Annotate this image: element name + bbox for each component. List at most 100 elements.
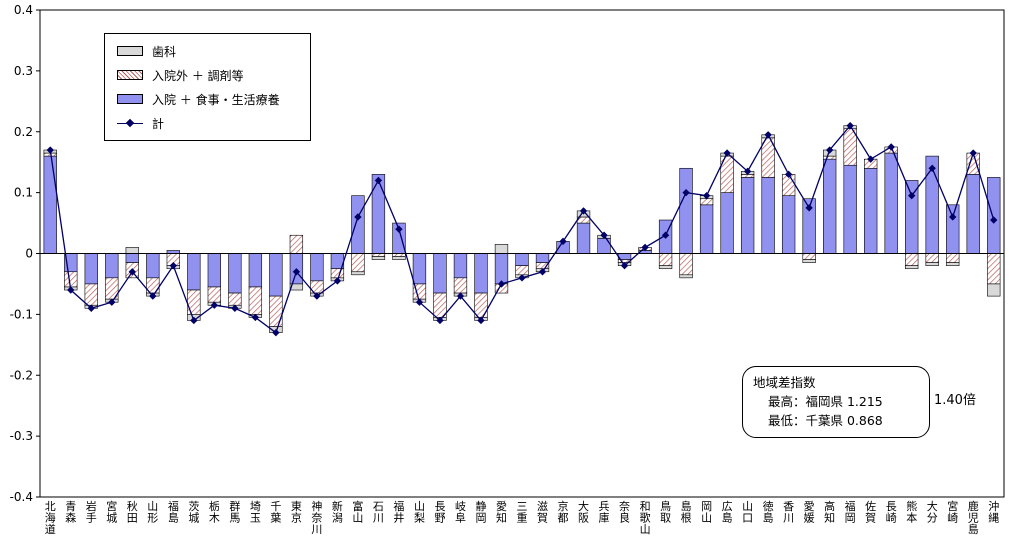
bar-segment-inpatient [125, 253, 139, 263]
bar-segment-inpatient [987, 177, 1001, 254]
total-marker [620, 261, 629, 270]
x-category-label: 沖縄 [988, 500, 999, 525]
x-category-label: 長野 [434, 500, 445, 525]
total-marker [990, 216, 998, 224]
total-marker [743, 167, 752, 175]
bar-segment-dental [679, 274, 693, 279]
dental-swatch [117, 46, 143, 56]
bar-segment-inpatient [248, 253, 263, 288]
bar-segment-outpatient [453, 277, 468, 294]
bar-segment-inpatient [207, 253, 221, 288]
bar-segment-inpatient [720, 192, 734, 254]
total-marker [538, 268, 547, 276]
bar-segment-inpatient [966, 174, 980, 254]
total-marker [661, 231, 670, 239]
bar-segment-inpatient [515, 253, 529, 266]
bar-segment-dental [987, 283, 1001, 297]
total-marker [272, 328, 280, 337]
total-marker [559, 237, 567, 246]
bar-segment-dental [371, 256, 386, 260]
bar-segment-inpatient [228, 253, 242, 294]
bar-segment-inpatient [474, 253, 488, 294]
x-category-label: 秋田 [127, 499, 138, 525]
x-category-label: 広島 [722, 500, 733, 525]
x-category-label: 山梨 [414, 500, 425, 525]
total-marker [805, 204, 813, 212]
bar-segment-dental [125, 247, 139, 254]
bar-segment-inpatient [699, 204, 714, 254]
bar-segment-inpatient [597, 237, 611, 254]
x-category-label: 和歌山 [640, 500, 651, 536]
annotation-max: 最高：福岡県 1.215 [768, 393, 883, 409]
total-marker [477, 316, 485, 325]
total-marker [867, 155, 875, 163]
x-category-label: 京都 [558, 499, 569, 525]
x-category-label: 佐賀 [865, 499, 876, 525]
bar-segment-inpatient [535, 253, 550, 263]
bar-segment-outpatient [699, 198, 714, 206]
x-category-label: 長崎 [886, 500, 897, 525]
total-marker [969, 149, 977, 157]
bar-segment-dental [658, 265, 673, 270]
bar-segment-outpatient [84, 283, 98, 306]
x-category-label: 福島 [168, 499, 179, 525]
x-category-label: 群馬 [229, 499, 240, 525]
bar-segment-outpatient [925, 253, 939, 263]
x-category-label: 山口 [742, 500, 753, 525]
x-category-label: 岩手 [86, 499, 97, 525]
x-category-label: 宮城 [106, 499, 117, 525]
outpatient-swatch [117, 70, 143, 80]
bar-segment-outpatient [269, 295, 283, 327]
x-category-label: 北海道 [45, 500, 56, 536]
x-axis-labels: 北海道青森岩手宮城秋田山形福島茨城栃木群馬埼玉千葉東京神奈川新潟富山石川福井山梨… [45, 499, 999, 536]
bar-segment-outpatient [658, 253, 673, 266]
x-category-label: 三重 [517, 500, 528, 525]
inpatient-swatch [117, 94, 143, 104]
x-category-label: 徳島 [763, 500, 774, 525]
legend-label-dental: 歯科 [152, 44, 177, 59]
bar-segment-outpatient [351, 253, 365, 273]
y-tick-label: 0.3 [14, 64, 33, 78]
legend-item-inpatient: 入院 ＋ 食事・生活療養 [117, 92, 298, 107]
diamond-marker-icon [125, 118, 135, 128]
y-tick-label: 0.2 [14, 125, 33, 139]
bar-segment-inpatient [187, 253, 201, 291]
total-marker [682, 188, 690, 197]
bar-segment-dental [351, 271, 365, 276]
total-marker [887, 143, 895, 151]
bar-segment-inpatient [84, 253, 98, 285]
bar-segment-outpatient [802, 253, 816, 260]
bar-segment-outpatient [228, 292, 242, 306]
bar-segment-dental [946, 262, 960, 266]
bar-segment-inpatient [740, 177, 755, 254]
total-marker [231, 304, 239, 312]
bar-segment-outpatient [289, 234, 304, 254]
y-tick-label: -0.2 [10, 368, 33, 382]
y-tick-label: -0.1 [10, 307, 33, 321]
bar-segment-inpatient [43, 155, 57, 254]
x-category-label: 栃木 [209, 499, 220, 525]
x-category-label: 奈良 [619, 499, 630, 525]
total-marker [908, 191, 916, 200]
x-category-label: 新潟 [332, 499, 343, 525]
bar-segment-inpatient [884, 152, 898, 254]
total-line-swatch [117, 118, 143, 128]
total-marker [46, 146, 54, 154]
bar-segment-dental [925, 262, 939, 266]
x-category-label: 東京 [291, 500, 302, 525]
y-tick-label: 0.1 [14, 186, 33, 200]
legend-label-inpatient: 入院 ＋ 食事・生活療養 [152, 92, 280, 107]
x-category-label: 鹿児島 [968, 499, 979, 536]
y-axis: 0.4 0.3 0.2 0.1 0 -0.1 -0.2 -0.3 -0.4 [10, 3, 40, 504]
bar-segment-inpatient [843, 164, 857, 254]
x-category-label: 山形 [147, 500, 158, 525]
x-category-label: 島根 [681, 499, 692, 525]
legend-item-total: 計 [117, 116, 298, 131]
x-category-label: 福井 [393, 499, 404, 525]
total-marker [108, 298, 116, 306]
total-marker [128, 268, 136, 276]
bar-segment-inpatient [371, 174, 386, 254]
annotation-box: 地域差指数 最高：福岡県 1.215 最低：千葉県 0.868 [742, 366, 930, 439]
bar-segment-dental [289, 283, 304, 291]
